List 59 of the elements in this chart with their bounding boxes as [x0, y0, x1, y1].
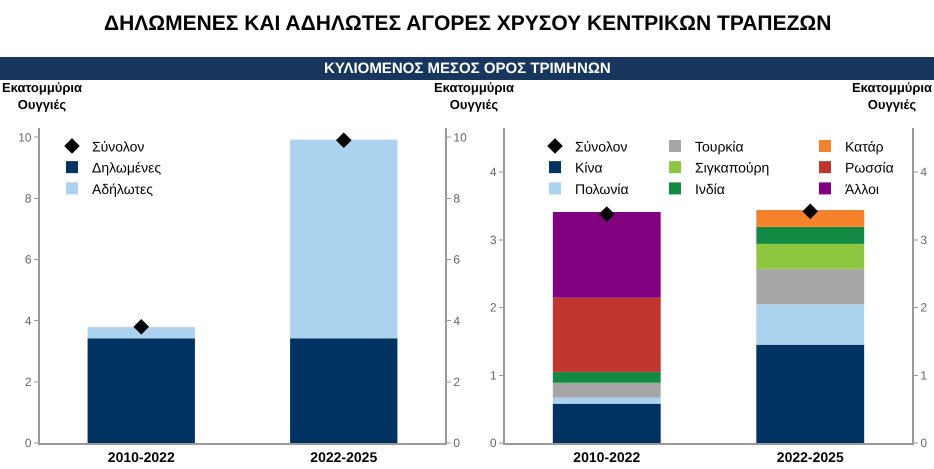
bar	[756, 268, 864, 304]
bar	[756, 210, 864, 227]
bar	[552, 382, 661, 398]
bar	[552, 404, 661, 443]
y2-tick-label: 6	[453, 252, 460, 267]
legend-label: Δηλωμένες	[92, 160, 162, 176]
y2-tick-label: 0	[920, 436, 928, 450]
x-tick-label: 2010-2022	[573, 448, 640, 465]
y2-tick-label: 3	[920, 232, 928, 247]
x-tick-label: 2022-2025	[776, 448, 844, 465]
bar	[290, 338, 398, 443]
bar	[756, 226, 864, 244]
y-tick-label: 3	[490, 232, 497, 247]
legend-label: Πολωνία	[575, 180, 629, 197]
bar	[290, 140, 398, 338]
y2-axis-title: Εκατομμύρια Ουγγιές	[434, 80, 514, 112]
bar	[88, 338, 195, 443]
y2-tick-label: 2	[920, 300, 928, 315]
bar	[552, 297, 661, 372]
legend-label: Κατάρ	[845, 138, 884, 154]
bar	[756, 344, 864, 443]
legend-label: Ινδία	[695, 180, 725, 197]
y-tick-label: 1	[490, 368, 497, 382]
y2-tick-label: 4	[453, 314, 460, 328]
y2-tick-label: 4	[920, 165, 928, 180]
y-tick-label: 10	[18, 130, 32, 144]
y2-axis-title: Εκατομμύρια Ουγγιές	[852, 80, 932, 112]
y2-tick-label: 10	[453, 130, 468, 144]
y2-tick-label: 2	[453, 375, 460, 390]
bar	[552, 212, 661, 298]
legend-label: Αδήλωτες	[92, 180, 154, 197]
y2-tick-label: 0	[453, 436, 460, 450]
legend-label: Τουρκία	[695, 138, 744, 154]
bar	[552, 398, 661, 404]
y2-tick-label: 1	[920, 368, 928, 382]
legend-label: Σιγκαπούρη	[695, 160, 770, 176]
y2-tick-label: 8	[453, 192, 460, 206]
legend-label: Σύνολον	[92, 138, 144, 154]
bar	[756, 304, 864, 345]
y-tick-label: 8	[24, 192, 32, 206]
legend-label: Σύνολον	[575, 138, 628, 154]
bar	[552, 372, 661, 383]
y-tick-label: 6	[24, 252, 32, 267]
bar	[756, 244, 864, 269]
y-axis-title: Εκατομμύρια Ουγγιές	[2, 80, 82, 112]
y-tick-label: 0	[490, 436, 497, 450]
x-tick-label: 2010-2022	[108, 448, 175, 465]
legend-label: Κίνα	[575, 160, 603, 176]
bar	[88, 327, 195, 338]
y-tick-label: 4	[490, 165, 497, 180]
legend-label: Άλλοι	[845, 180, 880, 197]
y-tick-label: 0	[24, 436, 32, 450]
y-tick-label: 4	[24, 314, 32, 328]
x-tick-label: 2022-2025	[310, 448, 378, 465]
y-tick-label: 2	[24, 375, 32, 390]
y-tick-label: 2	[490, 300, 497, 315]
chart-title: ΔΗΛΩΜΕΝΕΣ ΚΑΙ ΑΔΗΛΩΤΕΣ ΑΓΟΡΕΣ ΧΡΥΣΟΥ ΚΕΝΤΡΙΚΩΝ ΤΡΑΠΕΖΩΝ	[104, 12, 832, 35]
chart-subtitle: ΚΥΛΙΟΜΕΝΟΣ ΜΕΣΟΣ ΟΡΟΣ ΤΡΙΜΗΝΩΝ	[324, 60, 611, 77]
legend-label: Ρωσσία	[845, 160, 894, 176]
